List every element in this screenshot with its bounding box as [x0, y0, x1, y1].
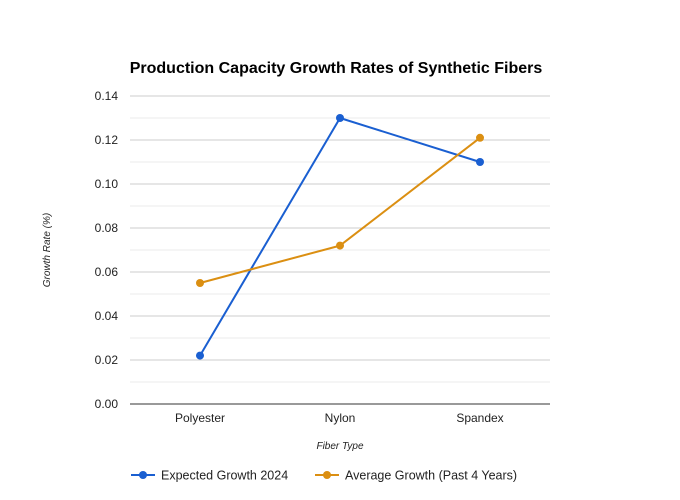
legend-marker: [139, 471, 147, 479]
data-point[interactable]: [196, 351, 204, 360]
series-layer: [196, 114, 484, 360]
data-point[interactable]: [336, 241, 344, 250]
legend: Expected Growth 2024 Average Growth (Past…: [131, 469, 517, 483]
legend-item[interactable]: Average Growth (Past 4 Years): [315, 469, 517, 483]
minor-gridlines: [130, 117, 550, 383]
x-axis-ticks: Polyester Nylon Spandex: [175, 411, 504, 425]
y-tick-label: 0.00: [95, 397, 119, 411]
series-line: [199, 137, 481, 284]
data-point[interactable]: [196, 279, 204, 287]
x-tick-label: Polyester: [175, 411, 225, 425]
x-tick-label: Spandex: [456, 411, 503, 425]
y-tick-label: 0.08: [95, 221, 119, 235]
legend-label: Average Growth (Past 4 Years): [345, 469, 517, 483]
legend-label: Expected Growth 2024: [161, 469, 288, 483]
y-axis-title: Growth Rate (%): [42, 213, 53, 287]
y-tick-label: 0.02: [95, 353, 119, 367]
data-point[interactable]: [476, 158, 484, 166]
y-tick-label: 0.04: [95, 309, 119, 323]
legend-item[interactable]: Expected Growth 2024: [131, 469, 288, 483]
series-1: [196, 114, 484, 360]
y-tick-label: 0.06: [95, 265, 119, 279]
x-axis-title: Fiber Type: [316, 441, 363, 452]
x-tick-label: Nylon: [325, 411, 356, 425]
chart-title: Production Capacity Growth Rates of Synt…: [130, 60, 543, 77]
major-gridlines: [130, 95, 550, 361]
series-line: [199, 117, 481, 357]
y-tick-label: 0.10: [95, 177, 119, 191]
data-point[interactable]: [476, 133, 484, 142]
y-tick-label: 0.12: [95, 133, 119, 147]
data-point[interactable]: [336, 114, 344, 122]
series-2: [196, 133, 484, 287]
legend-marker: [323, 471, 331, 479]
y-tick-label: 0.14: [95, 89, 119, 103]
y-axis-ticks: 0.00 0.02 0.04 0.06 0.08 0.10 0.12 0.14: [95, 89, 119, 411]
